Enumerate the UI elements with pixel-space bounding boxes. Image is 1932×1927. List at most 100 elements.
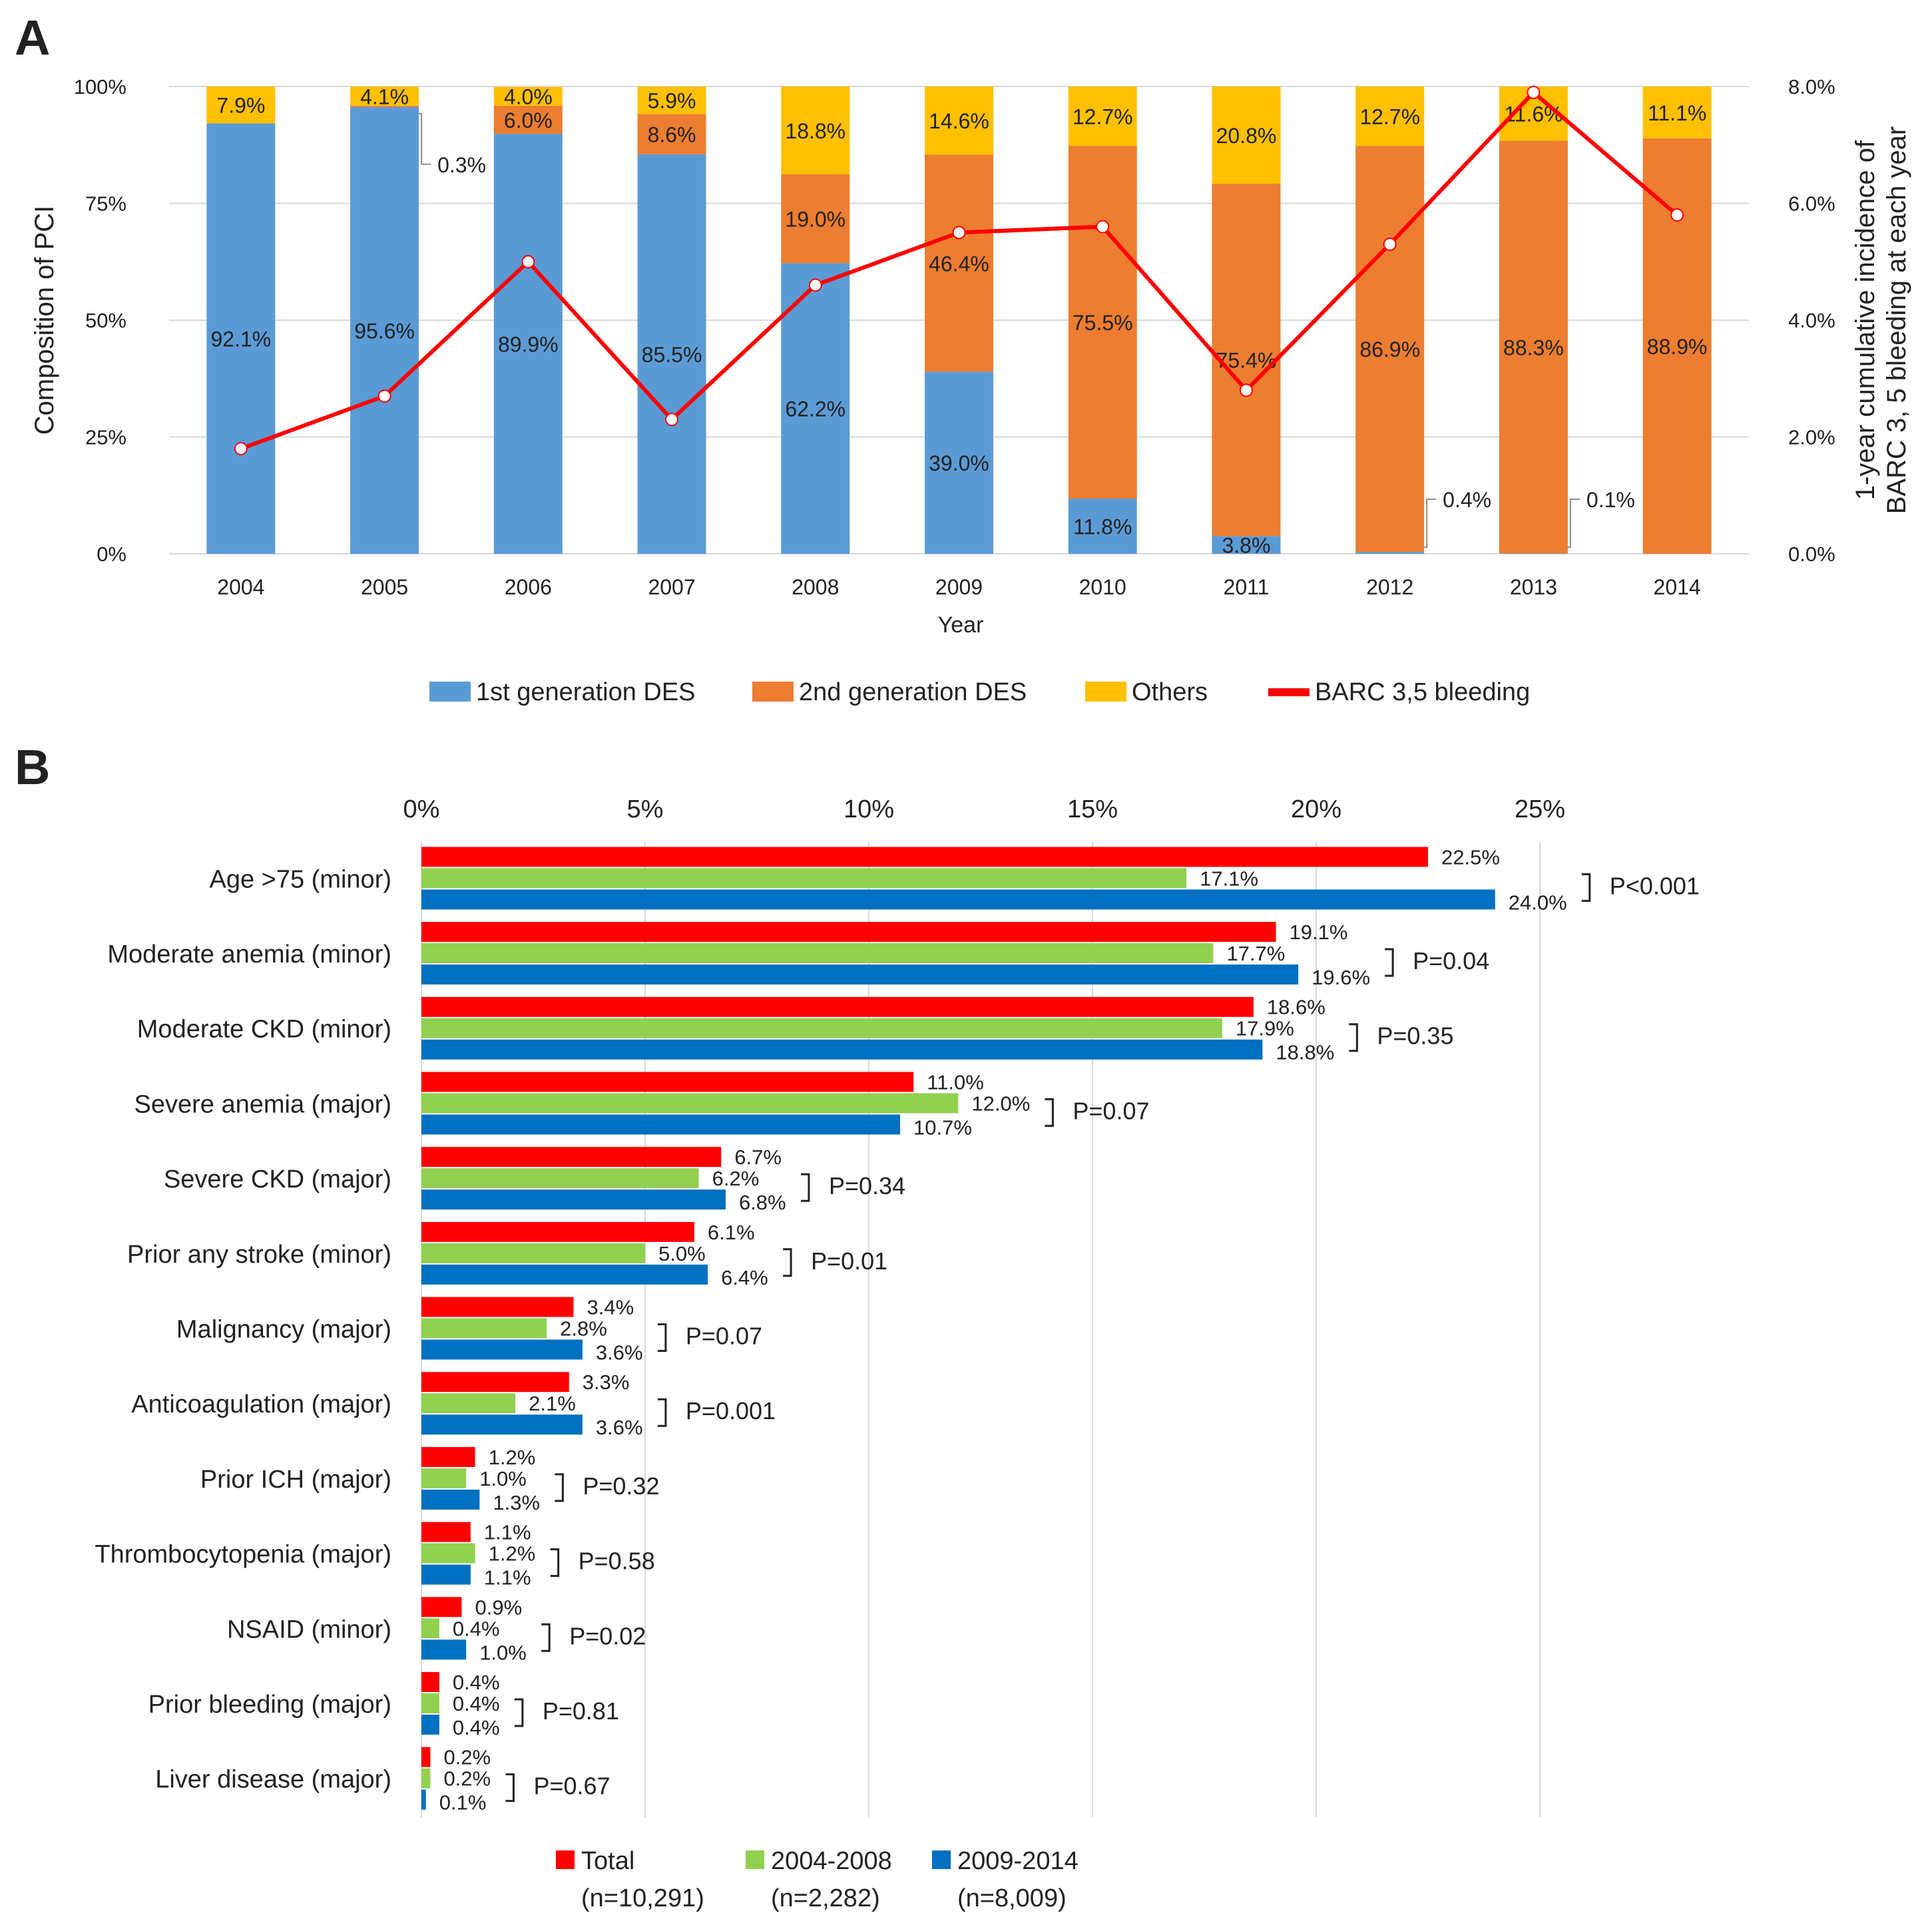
data-label: 12.0% xyxy=(971,1092,1030,1115)
data-label: 1.2% xyxy=(489,1542,536,1566)
legend-label: Total xyxy=(581,1847,634,1875)
data-label: 5.9% xyxy=(648,89,696,113)
p-bracket xyxy=(657,1323,667,1352)
legend-swatch xyxy=(752,682,794,702)
category-label: Severe CKD (major) xyxy=(164,1166,391,1193)
line-point xyxy=(1239,383,1253,397)
y2-tick-label: 4.0% xyxy=(1788,309,1835,332)
line-point xyxy=(521,255,535,269)
p-value: P=0.001 xyxy=(686,1397,776,1424)
chart-a-stacked-bar: 0%25%50%75%100%0.0%2.0%4.0%6.0%8.0%2004 2… xyxy=(30,75,1911,706)
data-label: 0.3% xyxy=(437,153,486,177)
p-bracket xyxy=(1349,1023,1358,1052)
bar-segment xyxy=(637,114,706,154)
data-label: 7.9% xyxy=(216,94,265,118)
data-label: 0.2% xyxy=(443,1767,491,1791)
p-bracket xyxy=(1045,1098,1054,1127)
bar-segment xyxy=(1499,140,1568,554)
data-label: 0.2% xyxy=(443,1746,491,1769)
bar-segment xyxy=(1212,184,1281,536)
y-tick-label: 75% xyxy=(85,192,126,216)
panel-label-a: A xyxy=(15,10,50,65)
bar xyxy=(421,868,1187,889)
data-label: 4.1% xyxy=(360,85,409,108)
bar xyxy=(421,1168,699,1189)
category-label: NSAID (minor) xyxy=(227,1615,391,1643)
bar xyxy=(421,1618,439,1639)
data-label: 0.9% xyxy=(475,1596,522,1619)
bar xyxy=(421,1747,431,1767)
p-bracket xyxy=(555,1473,564,1502)
data-label: 12.7% xyxy=(1073,105,1133,129)
data-label: 1.1% xyxy=(484,1566,531,1590)
x-tick-label: 2004 xyxy=(217,575,264,599)
bar xyxy=(421,889,1495,910)
data-label: 17.1% xyxy=(1200,867,1258,890)
p-bracket xyxy=(800,1173,810,1202)
legend-swatch xyxy=(746,1850,764,1869)
category-label: Severe anemia (major) xyxy=(134,1090,391,1118)
bar xyxy=(421,1243,645,1263)
x-tick-label: 0% xyxy=(403,795,440,823)
data-label: 17.7% xyxy=(1226,942,1285,965)
line-point xyxy=(1527,85,1541,99)
bar-segment xyxy=(1068,146,1137,499)
y2-tick-label: 2.0% xyxy=(1788,426,1835,449)
x-axis-title: Year xyxy=(938,612,984,638)
leader-line xyxy=(1566,499,1580,548)
category-label: Prior ICH (major) xyxy=(200,1466,391,1494)
p-value: P=0.02 xyxy=(569,1622,646,1649)
data-label: 0.1% xyxy=(439,1791,487,1815)
bar xyxy=(421,1414,583,1435)
line-point xyxy=(952,226,966,240)
bar xyxy=(421,1339,583,1360)
line-point xyxy=(377,389,391,403)
data-label: 0.4% xyxy=(453,1671,500,1694)
data-label: 89.9% xyxy=(498,332,559,356)
bar xyxy=(421,1468,467,1488)
data-label: 2.1% xyxy=(529,1392,576,1415)
p-value: P=0.35 xyxy=(1377,1022,1453,1050)
bar xyxy=(421,1522,471,1542)
p-value: P<0.001 xyxy=(1610,872,1700,899)
data-label: 6.1% xyxy=(708,1221,755,1244)
data-label: 18.8% xyxy=(785,119,845,143)
bar xyxy=(421,964,1299,985)
legend-swatch xyxy=(1268,688,1310,696)
bar-segment xyxy=(1212,536,1281,554)
x-tick-label: 2007 xyxy=(648,575,695,599)
p-value: P=0.67 xyxy=(533,1773,610,1800)
p-value: P=0.34 xyxy=(829,1172,905,1199)
y2-tick-label: 8.0% xyxy=(1788,75,1835,99)
x-tick-label: 2011 xyxy=(1224,575,1270,599)
data-label: 6.4% xyxy=(721,1266,768,1289)
x-tick-label: 2006 xyxy=(505,575,552,599)
bar-segment xyxy=(350,107,419,554)
x-tick-label: 5% xyxy=(627,795,664,823)
data-label: 20.8% xyxy=(1216,124,1277,148)
p-value: P=0.58 xyxy=(579,1548,655,1575)
bar-segment xyxy=(1355,552,1425,554)
p-value: P=0.07 xyxy=(686,1323,762,1350)
bar-segment xyxy=(925,371,993,554)
data-label: 3.6% xyxy=(596,1341,643,1365)
data-label: 1.3% xyxy=(493,1491,540,1514)
data-label: 5.0% xyxy=(658,1242,706,1265)
data-label: 11.1% xyxy=(1648,101,1706,125)
y2-tick-label: 0.0% xyxy=(1788,542,1835,566)
x-tick-label: 2012 xyxy=(1366,575,1413,599)
category-label: Moderate CKD (minor) xyxy=(137,1016,391,1044)
data-label: 18.6% xyxy=(1267,996,1326,1019)
data-label: 6.8% xyxy=(739,1191,786,1214)
p-value: P=0.07 xyxy=(1073,1097,1149,1124)
y-tick-label: 25% xyxy=(85,426,126,449)
bar xyxy=(421,1489,480,1510)
bar xyxy=(421,1072,914,1092)
bar-segment xyxy=(1499,553,1568,554)
line-point xyxy=(1096,220,1110,234)
bar-segment xyxy=(637,154,706,554)
bar xyxy=(421,1039,1263,1060)
data-label: 6.2% xyxy=(712,1167,760,1190)
legend-label: 1st generation DES xyxy=(476,678,696,706)
